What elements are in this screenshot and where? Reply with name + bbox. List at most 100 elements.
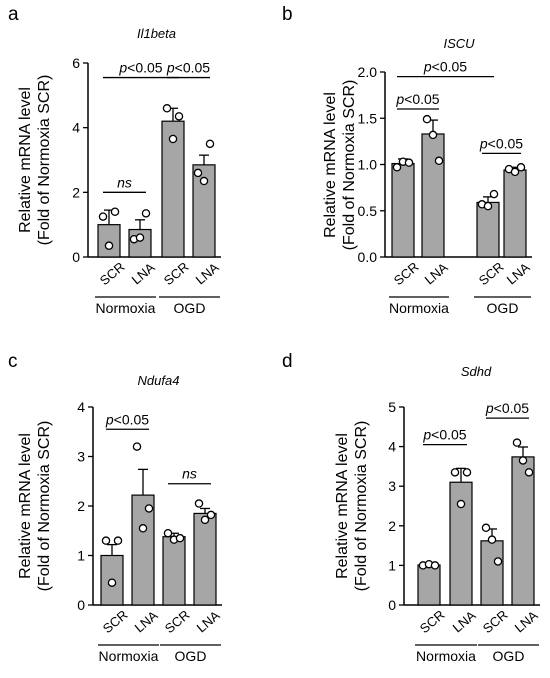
comparison-label-p: p: [118, 60, 127, 76]
comparison-label-ns: ns: [182, 466, 197, 482]
comparison-label: p<0.05: [395, 91, 439, 107]
comparison-label-value: <0.05: [488, 135, 524, 151]
data-point: [113, 536, 123, 545]
comparison-label: p<0.05: [105, 411, 149, 427]
bar: [417, 564, 441, 606]
y-tick-label: 0: [77, 597, 85, 613]
comparison-label-p: p: [105, 411, 114, 427]
data-point: [489, 189, 499, 199]
data-point: [510, 167, 520, 177]
data-point: [206, 510, 216, 520]
comparison-label-value: <0.05: [432, 59, 468, 75]
x-tick-label: SCR: [97, 259, 128, 288]
y-axis-label-line: Relative mRNA level: [322, 92, 339, 238]
bar: [162, 536, 186, 606]
bar: [97, 224, 121, 258]
data-point: [434, 156, 444, 166]
data-point: [168, 134, 178, 144]
data-point: [392, 163, 402, 172]
x-tick-label: LNA: [194, 607, 223, 635]
x-tick-label: SCR: [476, 259, 507, 288]
data-point: [175, 533, 185, 543]
y-tick-label: 1.5: [358, 110, 378, 126]
data-point: [200, 515, 210, 525]
data-point: [493, 557, 503, 566]
y-tick-label: 0: [72, 249, 80, 265]
comparison-label-p: p: [395, 91, 404, 107]
comparison-label: ns: [117, 174, 132, 190]
data-point: [104, 241, 114, 250]
data-point: [456, 499, 466, 509]
bar: [193, 512, 217, 606]
group-label: Normoxia: [99, 648, 159, 664]
comparison-label: p<0.05: [166, 60, 210, 76]
comparison-label: p<0.05: [118, 60, 162, 76]
data-point: [163, 528, 173, 538]
y-tick-label: 3: [388, 478, 396, 494]
data-point: [481, 523, 491, 533]
chart-panel-c: c Ndufa4 Relative mRNA level (Fold of Normo…: [8, 351, 223, 664]
comparison-label-value: <0.05: [404, 91, 440, 107]
x-tick-label: LNA: [193, 259, 222, 287]
panel-label: c: [8, 351, 18, 372]
comparison-label-value: <0.05: [175, 60, 211, 76]
comparison-label: p<0.05: [423, 59, 467, 75]
y-tick-label: 2: [388, 518, 396, 534]
data-point: [422, 114, 432, 124]
x-tick-label: SCR: [162, 607, 193, 636]
data-point: [518, 456, 528, 465]
group-label: Normoxia: [389, 300, 449, 316]
y-axis-label-line: Relative mRNA level: [17, 87, 34, 233]
chart-title: Il1beta: [137, 26, 176, 41]
data-point: [107, 578, 117, 587]
y-axis-label: Relative mRNA level (Fold of Normoxia SCR…: [322, 80, 358, 251]
comparison-label-value: <0.05: [431, 427, 467, 443]
comparison-label: p<0.05: [422, 427, 466, 443]
data-point: [430, 561, 440, 570]
data-point: [194, 499, 204, 508]
panel-label: a: [8, 4, 19, 25]
x-tick-label: SCR: [480, 607, 511, 636]
bar: [503, 169, 527, 258]
bar: [421, 133, 445, 258]
comparison-label-value: <0.05: [114, 411, 150, 427]
data-point: [144, 504, 154, 513]
data-point: [101, 536, 111, 545]
data-point: [98, 212, 108, 221]
group-label: OGD: [493, 648, 525, 664]
group-label: Normoxia: [96, 300, 156, 316]
data-point: [199, 176, 209, 186]
bar: [391, 162, 415, 258]
group-label: Normoxia: [416, 648, 476, 664]
panel-label: b: [282, 4, 293, 25]
y-tick-label: 2: [77, 498, 85, 514]
x-tick-label: LNA: [504, 259, 533, 287]
chart-title: Sdhd: [461, 364, 492, 379]
comparison-label: p<0.05: [479, 135, 523, 151]
comparison-label-p: p: [166, 60, 175, 76]
x-tick-label: LNA: [450, 607, 479, 635]
y-tick-label: 1.0: [358, 157, 378, 173]
data-point: [138, 524, 148, 533]
y-tick-label: 4: [388, 439, 396, 455]
comparison-label-value: <0.05: [127, 60, 163, 76]
comparison-label: p<0.05: [485, 400, 529, 416]
data-point: [487, 535, 497, 544]
data-point: [132, 442, 142, 451]
y-axis-label-line: (Fold of Normoxia SCR): [353, 421, 370, 592]
x-tick-label: LNA: [422, 259, 451, 287]
comparison-label-p: p: [479, 135, 488, 151]
y-axis-label-line: Relative mRNA level: [334, 433, 351, 579]
y-tick-label: 5: [388, 399, 396, 415]
y-tick-label: 6: [72, 55, 80, 71]
data-point: [174, 112, 184, 121]
data-point: [462, 468, 472, 477]
x-tick-label: SCR: [417, 607, 448, 636]
x-tick-label: SCR: [100, 607, 131, 636]
x-tick-label: LNA: [512, 607, 541, 635]
data-point: [162, 104, 172, 113]
data-point: [450, 468, 460, 477]
comparison-label-p: p: [485, 400, 494, 416]
y-axis-label: Relative mRNA level (Fold of Normoxia SCR…: [17, 75, 53, 246]
